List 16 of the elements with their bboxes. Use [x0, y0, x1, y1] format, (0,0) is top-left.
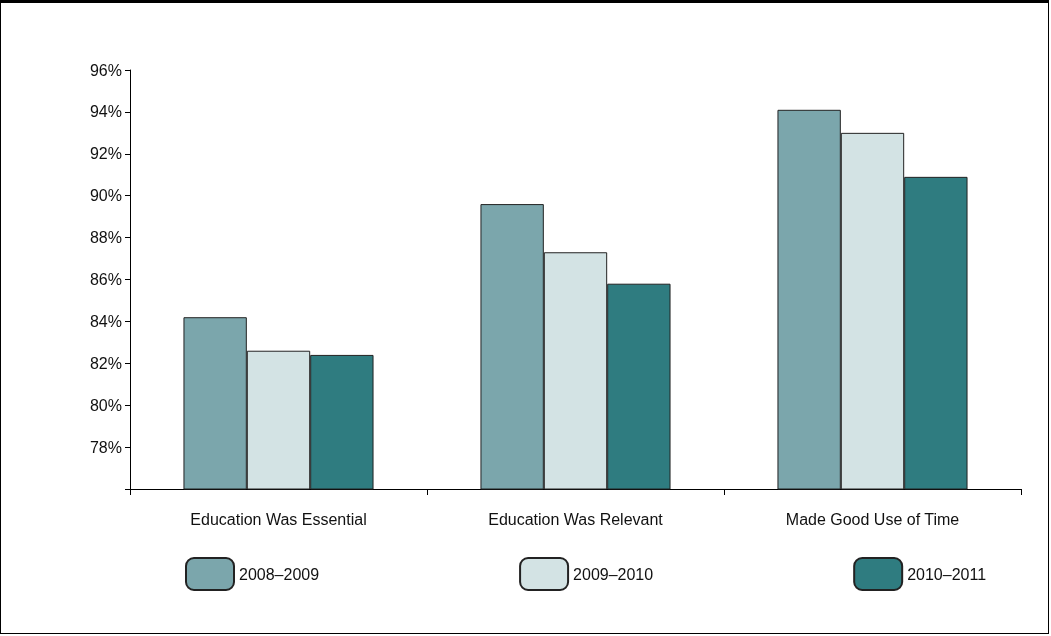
x-tick-label: Education Was Relevant — [488, 510, 664, 528]
y-tick-label: 78% — [89, 438, 122, 456]
y-tick-label: 82% — [89, 354, 122, 372]
y-tick-label: 84% — [89, 312, 122, 330]
y-tick-label: 80% — [89, 396, 122, 414]
y-tick-label: 86% — [89, 271, 122, 288]
legend-label: 2008–2009 — [239, 565, 320, 583]
legend-label: 2010–2011 — [907, 565, 987, 583]
x-tick-label: Education Was Essential — [190, 510, 367, 528]
y-tick-label: 96% — [89, 61, 122, 79]
y-tick-label: 94% — [89, 103, 122, 121]
y-tick-label: 88% — [89, 229, 122, 247]
y-tick-label: 90% — [89, 187, 122, 205]
x-tick-label: Made Good Use of Time — [785, 510, 960, 528]
y-tick-label: 92% — [89, 145, 122, 163]
legend-label: 2009–2010 — [573, 565, 654, 583]
